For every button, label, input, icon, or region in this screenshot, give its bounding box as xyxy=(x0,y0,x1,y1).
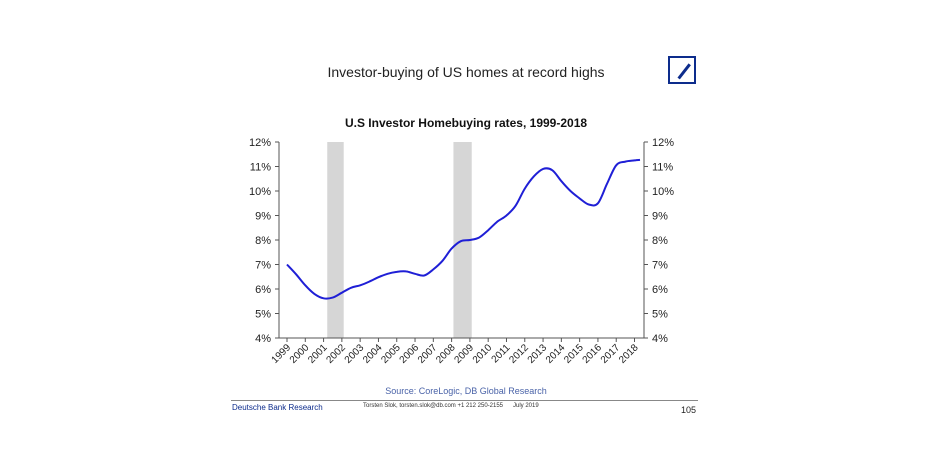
x-tick-label: 2010 xyxy=(471,342,495,366)
x-tick-label: 2013 xyxy=(526,342,550,366)
x-tick-label: 2007 xyxy=(416,342,440,366)
footer-divider xyxy=(231,400,698,401)
footer-contact: Torsten Slok, torsten.slok@db.com +1 212… xyxy=(363,403,504,409)
x-tick-label: 2001 xyxy=(306,342,330,366)
left-y-tick-label: 4% xyxy=(255,333,271,345)
left-y-tick-label: 12% xyxy=(249,137,271,149)
slide-headline: Investor-buying of US homes at record hi… xyxy=(327,64,605,80)
x-tick-label: 2009 xyxy=(453,342,477,366)
x-tick-label: 2017 xyxy=(599,342,623,366)
footer-date: July 2019 xyxy=(513,403,539,409)
deutsche-bank-logo-icon xyxy=(668,56,696,84)
chart-title: U.S Investor Homebuying rates, 1999-2018 xyxy=(344,116,588,130)
series-line-1 xyxy=(286,158,641,300)
left-y-tick-label: 9% xyxy=(255,211,271,223)
right-y-tick-label: 11% xyxy=(652,162,673,174)
x-tick-label: 2005 xyxy=(379,342,403,366)
x-tick-label: 2012 xyxy=(507,342,531,366)
x-tick-label: 2002 xyxy=(324,342,348,366)
recession-band-1 xyxy=(327,142,344,338)
left-y-tick-label: 7% xyxy=(255,260,271,272)
right-y-tick-label: 6% xyxy=(652,284,668,296)
page-number: 105 xyxy=(681,405,697,415)
right-y-tick-label: 5% xyxy=(652,309,668,321)
left-y-tick-label: 6% xyxy=(255,284,271,296)
footer-brand: Deutsche Bank Research xyxy=(232,403,323,412)
left-y-tick-label: 8% xyxy=(255,235,271,247)
left-y-tick-label: 10% xyxy=(249,186,271,198)
x-tick-label: 2000 xyxy=(288,342,312,366)
source-note: Source: CoreLogic, DB Global Research xyxy=(385,386,547,396)
right-y-tick-label: 9% xyxy=(652,211,668,223)
right-y-tick-label: 10% xyxy=(652,186,674,198)
x-tick-label: 2016 xyxy=(581,342,605,366)
x-tick-label: 2014 xyxy=(544,342,568,366)
x-tick-label: 1999 xyxy=(270,342,294,366)
x-tick-label: 2003 xyxy=(343,342,367,366)
left-y-tick-label: 5% xyxy=(255,309,271,321)
right-y-tick-label: 7% xyxy=(652,260,668,272)
x-tick-label: 2008 xyxy=(434,342,458,366)
right-y-tick-label: 12% xyxy=(652,137,674,149)
x-tick-label: 2018 xyxy=(617,342,641,366)
right-y-tick-label: 4% xyxy=(652,333,668,345)
x-tick-label: 2011 xyxy=(490,342,513,365)
x-tick-label: 2006 xyxy=(398,342,422,366)
left-y-tick-label: 11% xyxy=(250,162,271,174)
x-tick-label: 2004 xyxy=(361,342,385,366)
x-tick-label: 2015 xyxy=(562,342,586,366)
right-y-tick-label: 8% xyxy=(652,235,668,247)
